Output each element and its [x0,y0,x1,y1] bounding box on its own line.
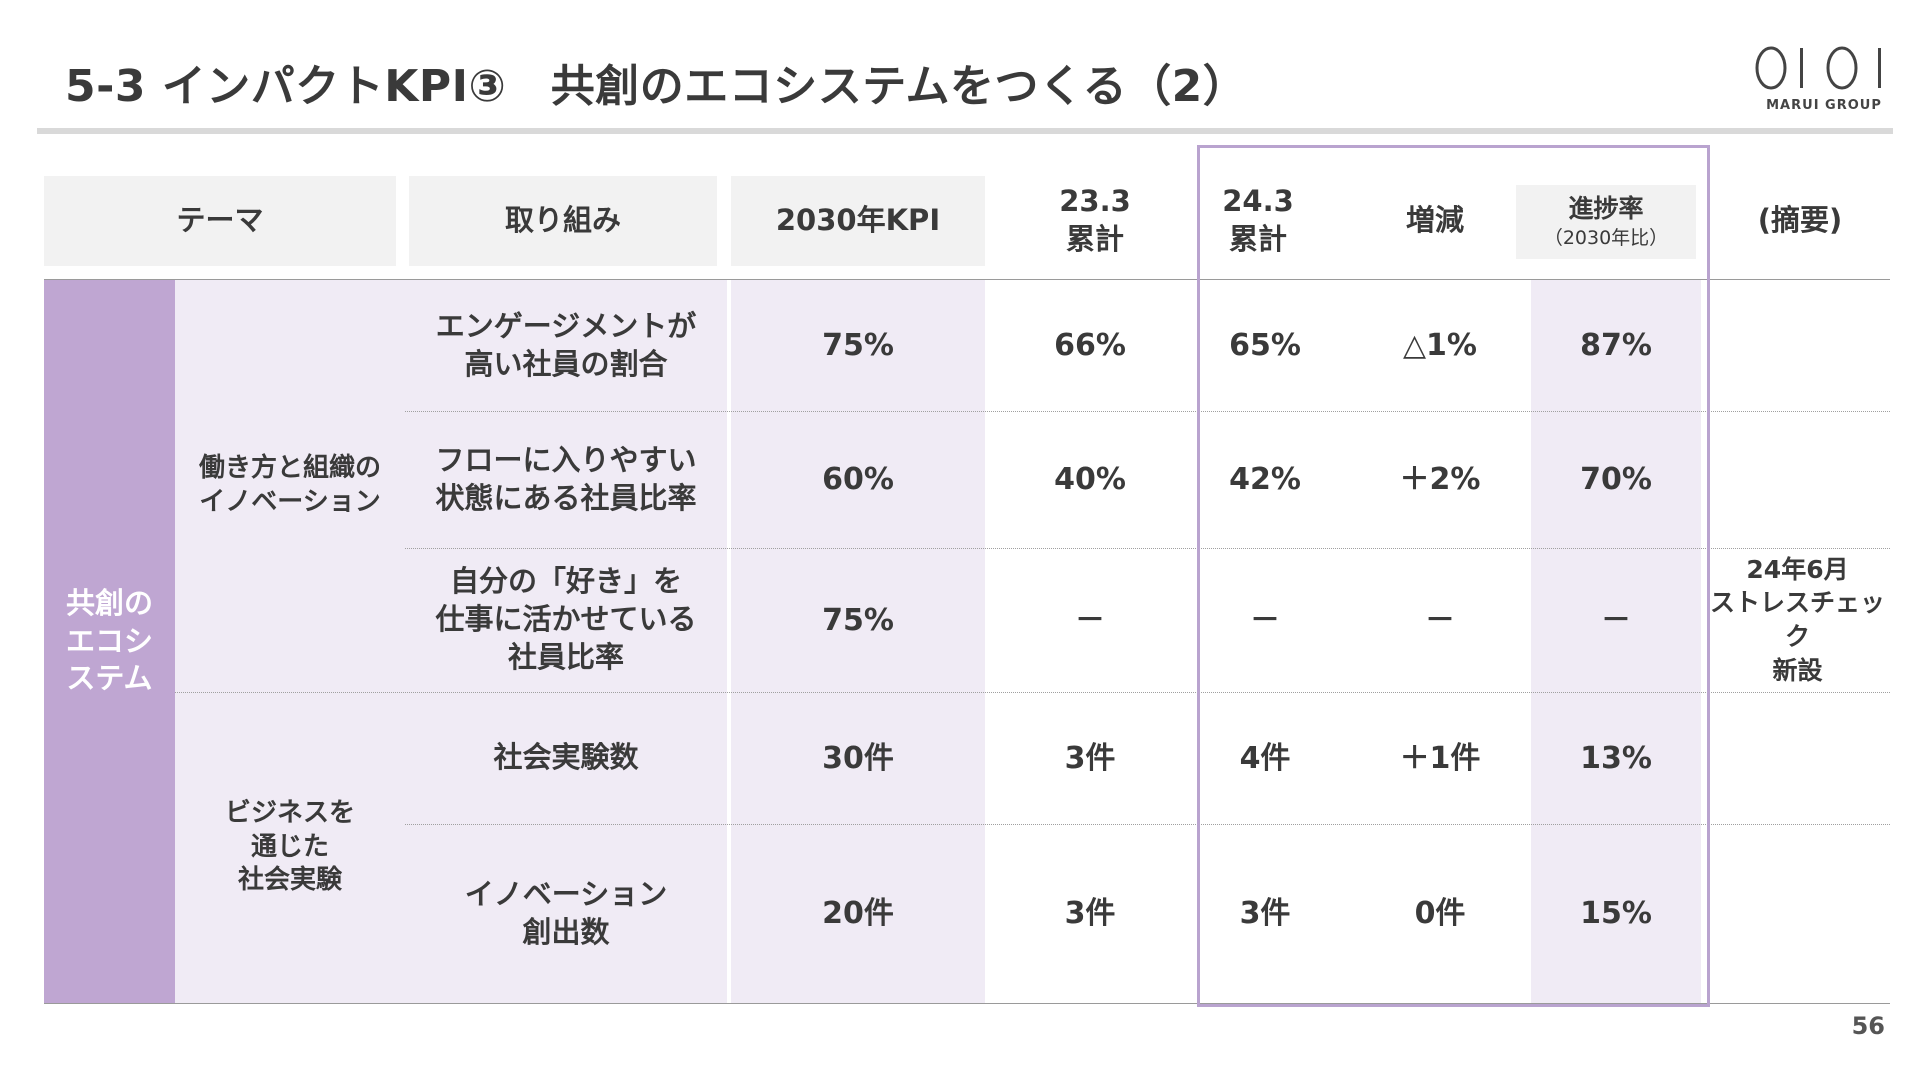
table-row-progress: － [1601,602,1631,638]
group-label-social-experiment: ビジネスを 通じた 社会実験 [224,797,355,896]
theme-column [44,280,175,1003]
table-row-note [1705,280,1890,411]
header-progress-label: 進捗率 [1568,194,1644,224]
initiative-column-bg [405,280,727,1003]
table-row-cum-23-3: 66% [1054,328,1126,363]
table-row-note [1705,824,1890,1003]
table-row-change: △1% [1402,328,1477,363]
oioi-logo-mark [1755,46,1881,90]
table-row-progress: 70% [1580,462,1652,497]
table-row-cum-24-3: 3件 [1239,896,1291,931]
group-column-bg [175,280,405,1003]
title-divider [37,128,1893,134]
row-divider [175,692,1890,693]
table-row-kpi: 60% [822,462,894,497]
progress-column-bg [1531,280,1701,1003]
table-row-kpi: 20件 [822,896,894,931]
table-row-note [1705,692,1890,824]
table-row-change: ＋2% [1399,462,1481,497]
row-divider [405,548,1890,549]
table-row-initiative: フローに入りやすい 状態にある社員比率 [435,442,697,515]
table-row-progress: 87% [1580,328,1652,363]
row-divider [405,411,1890,412]
table-row-cum-23-3: 3件 [1064,740,1116,776]
logo-brand-text: MARUI GROUP [1766,98,1882,113]
highlight-frame-latest-period [1197,145,1710,1007]
table-row-note [1705,411,1890,548]
page-title: 5-3 インパクトKPI③ 共創のエコシステムをつくる（2） [65,61,1248,112]
table-row-cum-24-3: 42% [1229,462,1301,497]
header-progress: 進捗率 （2030年比） [1516,185,1696,259]
header-change: 増減 [1405,203,1464,238]
row-divider [405,824,1890,825]
table-row-change: 0件 [1414,896,1466,931]
table-row-initiative: イノベーション 創出数 [464,876,668,949]
header-bottom-line [44,279,1890,280]
table-row-initiative: 社会実験数 [493,740,639,775]
group-label-work-innovation: 働き方と組織の イノベーション [198,453,381,517]
table-row-cum-24-3: 4件 [1239,740,1291,776]
table-row-change: － [1425,602,1455,638]
header-theme: テーマ [44,176,396,266]
kpi-column-bg [731,280,985,1003]
table-row-kpi: 30件 [822,740,894,776]
header-progress-sub: （2030年比） [1543,226,1669,249]
marui-group-logo: MARUI GROUP [1754,44,1894,116]
table-row-kpi: 75% [822,602,894,638]
table-row-cum-24-3: － [1250,602,1280,638]
header-initiative: 取り組み [409,176,717,266]
header-cumulative-24-3: 24.3 累計 [1222,184,1294,256]
theme-label: 共創の エコシ ステム [65,585,153,696]
header-cumulative-23-3: 23.3 累計 [1059,184,1131,256]
table-row-progress: 15% [1580,896,1652,931]
table-row-kpi: 75% [822,328,894,363]
table-row-initiative: 自分の「好き」を 仕事に活かせている 社員比率 [435,564,697,674]
table-row-note: 24年6月 ストレスチェック 新設 [1709,554,1885,685]
table-bottom-line [44,1003,1890,1004]
table-row-cum-23-3: 40% [1054,462,1126,497]
table-row-cum-23-3: － [1075,602,1105,638]
table-row-cum-24-3: 65% [1229,328,1301,363]
header-note: (摘要) [1757,203,1843,238]
table-row-progress: 13% [1580,740,1652,776]
table-row-initiative: エンゲージメントが 高い社員の割合 [435,308,697,381]
page-number: 56 [1851,1012,1885,1040]
table-row-cum-23-3: 3件 [1064,896,1116,931]
table-row-change: ＋1件 [1399,740,1481,776]
header-kpi-2030: 2030年KPI [731,176,985,266]
